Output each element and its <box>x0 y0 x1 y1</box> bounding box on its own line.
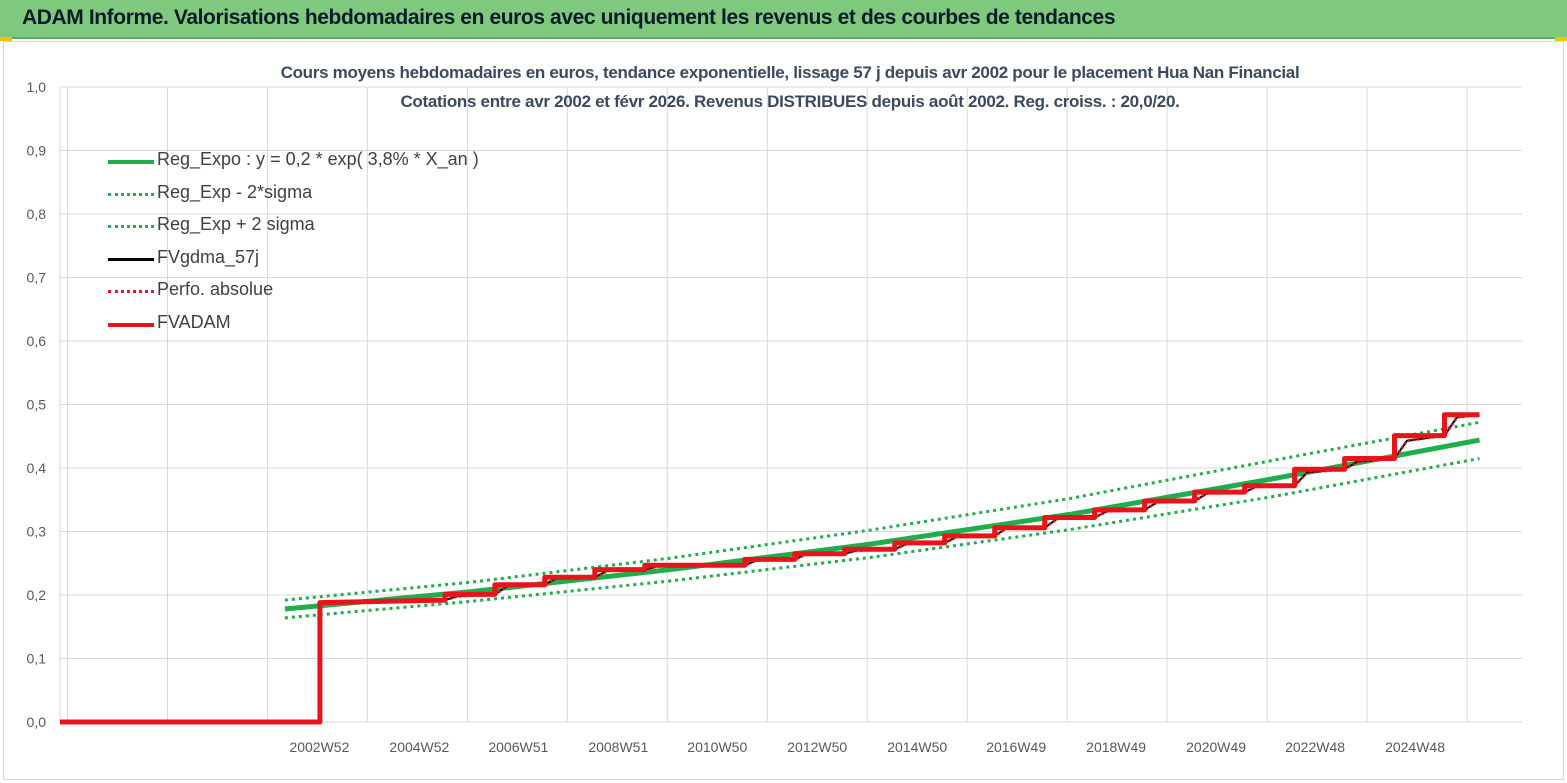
series-line-5 <box>60 412 1480 725</box>
legend-label: FVgdma_57j <box>157 246 260 267</box>
y-tick-label: 0,7 <box>27 270 47 286</box>
y-tick-label: 0,0 <box>27 714 47 730</box>
legend-label: Reg_Expo : y = 0,2 * exp( 3,8% * X_an ) <box>157 149 479 169</box>
header-bar: ADAM Informe. Valorisations hebdomadaire… <box>0 0 1567 39</box>
legend-swatch <box>108 192 154 196</box>
legend-swatch <box>108 160 154 164</box>
chart-title: Cours moyens hebdomadaires en euros, ten… <box>280 63 1300 82</box>
x-tick-label: 2020W49 <box>1186 739 1246 755</box>
series-line-3 <box>60 413 1480 723</box>
series-lines <box>60 412 1480 725</box>
series-line-0 <box>284 437 1480 612</box>
x-tick-label: 2010W50 <box>687 739 747 755</box>
y-tick-labels: 0,0 0,1 0,2 0,3 0,4 0,5 0,6 0,7 0,8 0,9 1,0 <box>27 79 47 730</box>
legend-label: Reg_Exp + 2 sigma <box>157 214 315 235</box>
y-tick-label: 1,0 <box>27 79 47 95</box>
y-tick-label: 0,8 <box>27 206 47 222</box>
legend-swatch <box>108 225 154 229</box>
y-tick-label: 0,1 <box>27 651 47 667</box>
x-tick-label: 2006W51 <box>488 739 548 755</box>
legend-label: Reg_Exp - 2*sigma <box>157 181 313 202</box>
legend-swatch <box>108 322 154 327</box>
x-tick-label: 2014W50 <box>887 739 947 755</box>
legend-swatch <box>108 257 154 261</box>
x-tick-label: 2022W48 <box>1285 739 1345 755</box>
x-tick-label: 2024W48 <box>1385 739 1445 755</box>
y-tick-label: 0,5 <box>27 397 47 413</box>
x-tick-label: 2002W52 <box>289 739 349 755</box>
x-tick-labels: 2002W52 2004W52 2006W51 2008W51 2010W50 2012W… <box>289 739 1445 755</box>
legend-swatch <box>108 290 154 294</box>
chart-frame <box>3 41 1564 780</box>
x-tick-label: 2016W49 <box>986 739 1046 755</box>
legend-label: Perfo. absolue <box>157 279 274 300</box>
series-line-2 <box>284 420 1480 602</box>
report-title: ADAM Informe. Valorisations hebdomadaire… <box>22 6 1116 29</box>
x-tick-label: 2008W51 <box>588 739 648 755</box>
series-line-4 <box>319 413 1480 605</box>
y-tick-label: 0,4 <box>27 460 47 476</box>
corner-mark-right <box>1555 37 1567 41</box>
x-tick-label: 2004W52 <box>389 739 449 755</box>
y-tick-label: 0,3 <box>27 524 47 540</box>
x-tick-label: 2018W49 <box>1086 739 1146 755</box>
legend-label: FVADAM <box>157 311 231 332</box>
y-tick-label: 0,6 <box>27 333 47 349</box>
y-tick-label: 0,2 <box>27 587 47 603</box>
y-tick-label: 0,9 <box>27 143 47 159</box>
x-tick-label: 2012W50 <box>787 739 847 755</box>
chart-subtitle: Cotations entre avr 2002 et févr 2026. R… <box>400 92 1180 111</box>
corner-mark-left <box>0 37 12 41</box>
grid-lines <box>59 86 1522 723</box>
